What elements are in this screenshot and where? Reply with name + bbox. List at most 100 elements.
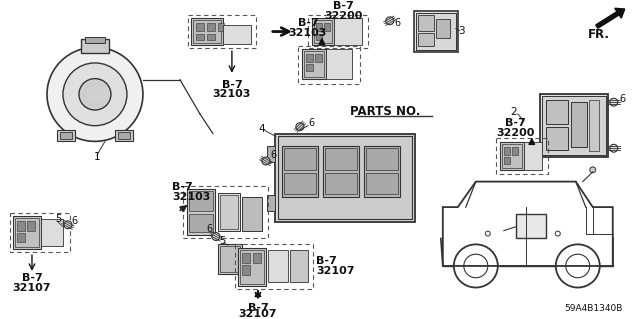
Circle shape: [610, 98, 618, 106]
Circle shape: [64, 221, 72, 229]
Bar: [267, 146, 275, 162]
Bar: [589, 100, 599, 151]
Bar: [218, 244, 242, 274]
Bar: [220, 246, 240, 272]
Bar: [326, 49, 352, 78]
Bar: [196, 33, 204, 41]
Bar: [267, 195, 275, 211]
Text: FR.: FR.: [588, 28, 610, 41]
Bar: [242, 197, 262, 231]
Text: 32107: 32107: [13, 283, 51, 293]
Text: B-7: B-7: [221, 79, 243, 90]
Bar: [366, 148, 398, 170]
Circle shape: [296, 123, 304, 130]
Bar: [10, 213, 70, 252]
Bar: [218, 23, 224, 31]
Bar: [298, 46, 360, 84]
Bar: [15, 218, 39, 247]
Bar: [207, 33, 215, 41]
Circle shape: [590, 167, 596, 173]
Circle shape: [610, 144, 618, 152]
Text: 3: 3: [458, 26, 465, 36]
Circle shape: [262, 157, 270, 165]
Bar: [325, 148, 357, 170]
Text: 32103: 32103: [289, 27, 327, 38]
Bar: [512, 147, 518, 155]
Bar: [81, 40, 109, 53]
Bar: [290, 250, 308, 282]
Bar: [223, 25, 251, 44]
Bar: [253, 253, 261, 263]
Bar: [187, 189, 215, 234]
Bar: [436, 19, 450, 38]
Text: B-7: B-7: [248, 303, 268, 313]
Bar: [85, 37, 105, 43]
Bar: [418, 15, 434, 31]
Text: 6: 6: [271, 150, 277, 160]
Bar: [542, 96, 606, 155]
Bar: [275, 134, 415, 222]
Bar: [242, 253, 250, 263]
Bar: [41, 219, 63, 246]
Bar: [504, 147, 510, 155]
Bar: [312, 18, 334, 45]
Bar: [314, 20, 332, 43]
Bar: [540, 94, 608, 157]
Bar: [304, 51, 324, 77]
Bar: [282, 146, 318, 197]
Bar: [193, 20, 221, 43]
Bar: [188, 15, 256, 48]
Bar: [418, 33, 434, 46]
Bar: [502, 144, 522, 168]
Bar: [238, 248, 266, 286]
Bar: [268, 250, 288, 282]
Text: PARTS NO.: PARTS NO.: [349, 106, 420, 118]
FancyArrow shape: [596, 8, 625, 28]
Text: B-7: B-7: [22, 273, 42, 283]
Text: 6: 6: [309, 118, 315, 128]
Bar: [546, 100, 568, 124]
Bar: [302, 49, 326, 78]
Bar: [500, 142, 524, 170]
Bar: [496, 138, 548, 174]
Text: B-7: B-7: [316, 256, 337, 266]
Bar: [27, 221, 35, 231]
Bar: [60, 131, 72, 139]
Text: B-7: B-7: [333, 1, 355, 11]
Circle shape: [212, 233, 220, 241]
Text: 1: 1: [93, 152, 100, 162]
Circle shape: [386, 17, 394, 25]
Text: B-7: B-7: [298, 18, 318, 28]
Bar: [17, 221, 25, 231]
Bar: [306, 64, 313, 71]
Text: B-7: B-7: [172, 182, 193, 192]
Text: 32200: 32200: [324, 11, 363, 21]
Bar: [546, 127, 568, 150]
Text: 59A4B1340B: 59A4B1340B: [564, 304, 623, 313]
Bar: [196, 23, 204, 31]
Bar: [516, 214, 546, 238]
Text: 32103: 32103: [172, 192, 211, 202]
Bar: [324, 23, 330, 31]
Bar: [524, 142, 542, 170]
Text: 6: 6: [207, 224, 213, 234]
Text: 4: 4: [259, 124, 265, 134]
Bar: [242, 265, 250, 275]
Bar: [207, 23, 215, 31]
Bar: [240, 250, 264, 284]
Circle shape: [63, 63, 127, 126]
Bar: [13, 216, 41, 249]
Bar: [416, 13, 456, 50]
Bar: [183, 186, 268, 239]
Text: 5: 5: [219, 236, 225, 246]
Bar: [218, 193, 240, 231]
Bar: [364, 146, 400, 197]
Bar: [220, 195, 238, 229]
Bar: [284, 173, 316, 194]
Bar: [571, 102, 587, 147]
Bar: [189, 191, 213, 211]
Bar: [284, 148, 316, 170]
Bar: [306, 54, 313, 62]
Bar: [325, 173, 357, 194]
Bar: [17, 233, 25, 242]
